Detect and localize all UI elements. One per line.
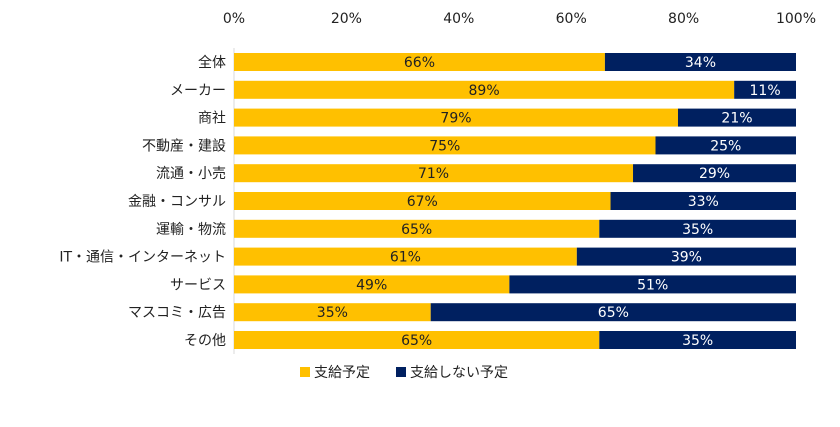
bar-segment [734, 80, 796, 99]
bar-segment [633, 164, 796, 183]
data-label: 49% [356, 277, 387, 293]
data-label: 65% [401, 222, 432, 238]
data-label: 35% [682, 222, 713, 238]
x-tick-label: 100% [776, 11, 816, 27]
bar-segment [599, 219, 796, 238]
legend-label: 支給しない予定 [410, 365, 508, 381]
legend-label: 支給予定 [314, 365, 370, 381]
category-label: マスコミ・広告 [128, 305, 226, 321]
x-tick-label: 40% [443, 11, 474, 27]
data-label: 51% [637, 277, 668, 293]
bar-segment [234, 219, 600, 238]
category-label: IT・通信・インターネット [59, 250, 226, 266]
data-label: 66% [404, 55, 435, 71]
category-label: 流通・小売 [156, 166, 226, 182]
data-label: 71% [418, 166, 449, 182]
bar-segment [599, 331, 796, 349]
data-label: 75% [429, 138, 460, 154]
bar-segment [234, 275, 510, 294]
data-label: 34% [685, 55, 716, 71]
data-label: 33% [688, 194, 719, 210]
x-tick-label: 0% [223, 11, 245, 27]
bar-segment [677, 108, 796, 127]
bar-segment [576, 247, 796, 266]
bar-segment [430, 303, 796, 322]
bar-segment [234, 247, 577, 266]
data-label: 21% [721, 111, 752, 127]
data-label: 65% [598, 305, 629, 321]
category-label: メーカー [170, 83, 226, 99]
data-label: 89% [469, 83, 500, 99]
data-label: 29% [699, 166, 730, 182]
category-label: 商社 [198, 111, 226, 127]
bar-segment [234, 303, 431, 322]
bar-segment [655, 136, 796, 155]
x-tick-label: 20% [331, 11, 362, 27]
data-label: 61% [390, 250, 421, 266]
category-label: 全体 [198, 54, 226, 71]
x-tick-label: 60% [556, 11, 587, 27]
data-label: 35% [317, 305, 348, 321]
category-label: 運輸・物流 [156, 222, 226, 238]
bar-segment [234, 80, 735, 99]
category-label: 金融・コンサル [128, 194, 226, 210]
category-label: その他 [184, 333, 226, 349]
bar-segment [610, 192, 796, 210]
x-tick-label: 80% [668, 11, 699, 27]
data-label: 25% [710, 138, 741, 154]
legend-swatch [300, 367, 310, 377]
data-label: 35% [682, 333, 713, 349]
bar-segment [234, 108, 678, 127]
data-label: 39% [671, 250, 702, 266]
category-label: サービス [170, 277, 226, 293]
data-label: 65% [401, 333, 432, 349]
data-label: 67% [407, 194, 438, 210]
category-label: 不動産・建設 [142, 138, 226, 154]
bar-segment [234, 192, 611, 210]
bar-segment [234, 53, 605, 71]
data-label: 79% [440, 111, 471, 127]
bar-segment [604, 53, 796, 71]
legend-swatch [396, 367, 406, 377]
bar-segment [234, 136, 656, 155]
data-label: 11% [750, 83, 781, 99]
bar-segment [234, 164, 634, 183]
bar-segment [234, 331, 600, 349]
bar-segment [509, 275, 796, 294]
